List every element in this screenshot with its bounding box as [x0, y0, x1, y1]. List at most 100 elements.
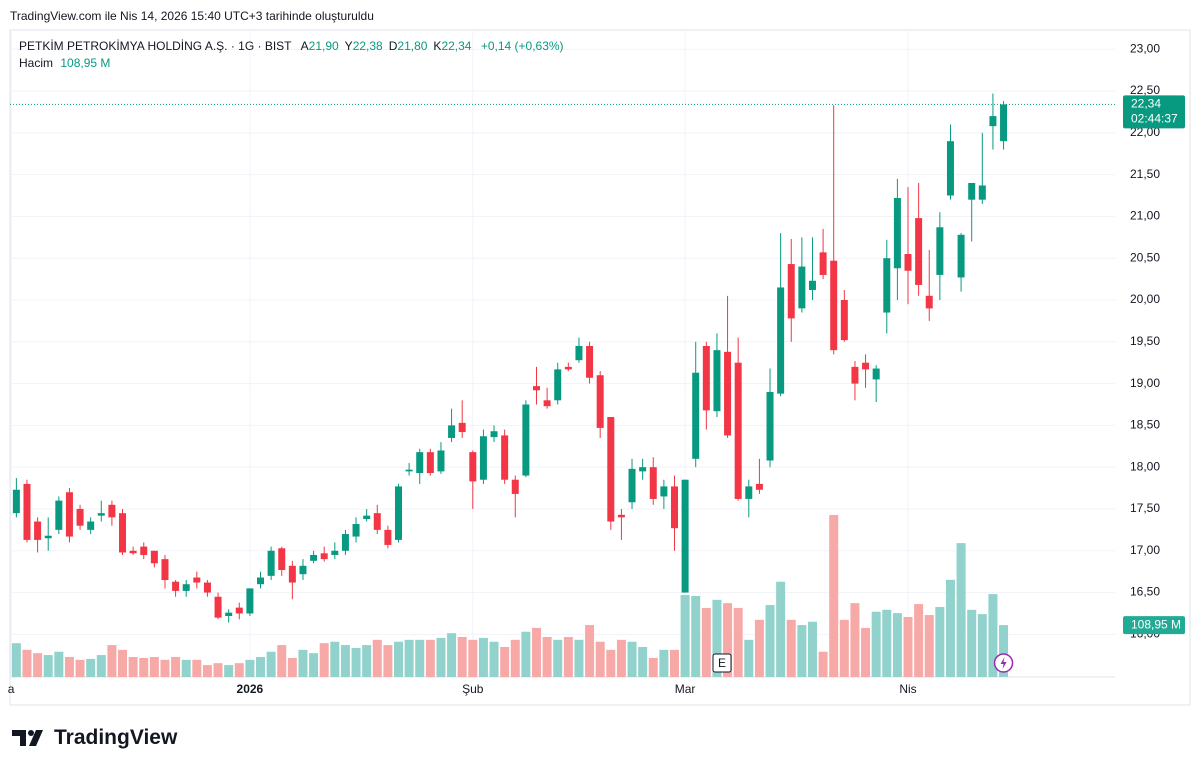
- candle-body: [55, 500, 63, 530]
- volume-bar: [553, 639, 563, 677]
- volume-bar: [298, 649, 308, 677]
- volume-bar: [86, 658, 96, 677]
- candle-body: [76, 508, 84, 526]
- volume-bar: [638, 646, 648, 677]
- volume-bar: [234, 663, 244, 677]
- ohlc-value: 22,34: [441, 39, 472, 53]
- candle-body: [479, 436, 487, 480]
- candle-body: [331, 550, 339, 555]
- volume-bar: [457, 636, 467, 677]
- candle-body: [458, 422, 466, 433]
- y-tick-label: 20,50: [1130, 250, 1160, 264]
- x-tick-label: 2026: [237, 682, 264, 696]
- candle-body: [787, 264, 795, 319]
- volume-bar: [776, 581, 786, 677]
- volume-bar: [988, 594, 998, 677]
- candle-body: [766, 391, 774, 461]
- candle-body: [872, 368, 880, 380]
- candle-body: [150, 550, 158, 564]
- volume-bar: [33, 653, 43, 677]
- y-tick-label: 17,50: [1130, 501, 1160, 515]
- candle-body: [532, 386, 540, 391]
- candle-body: [416, 452, 424, 474]
- candle-body: [639, 467, 647, 472]
- candle-body: [363, 515, 371, 520]
- grid: [10, 30, 1115, 677]
- candle-body: [278, 548, 286, 571]
- volume-bar: [340, 645, 350, 677]
- candle-body: [108, 504, 116, 518]
- y-tick-label: 17,00: [1130, 543, 1160, 557]
- candle-body: [140, 546, 148, 555]
- volume-bar: [171, 656, 181, 677]
- candle-body: [341, 534, 349, 551]
- volume-bar: [415, 639, 425, 677]
- volume-bar: [967, 609, 977, 677]
- volume-bar: [956, 543, 966, 677]
- volume-bar: [797, 625, 807, 677]
- volume-bar: [701, 607, 711, 677]
- volume-bar: [542, 636, 552, 677]
- y-tick-label: 21,50: [1130, 167, 1160, 181]
- ohlc-value: 21,90: [308, 39, 339, 53]
- volume-bar: [192, 659, 202, 677]
- volume-bar: [425, 639, 435, 677]
- y-tick-label: 18,00: [1130, 459, 1160, 473]
- volume-bar: [999, 625, 1009, 677]
- candle-body: [320, 553, 328, 560]
- candle-body: [681, 479, 689, 593]
- volume-bar: [319, 643, 329, 677]
- event-marker: E: [718, 656, 726, 670]
- ohlc-key: D: [388, 39, 398, 53]
- brand-name: TradingView: [54, 726, 178, 749]
- volume-bar: [245, 659, 255, 677]
- candle-body: [596, 375, 604, 428]
- candle-body: [257, 577, 265, 585]
- caption: TradingView.com ile Nis 14, 2026 15:40 U…: [10, 9, 374, 23]
- x-tick-label: Mar: [675, 682, 696, 696]
- volume-bar: [935, 606, 945, 677]
- last-price-label: 22,34: [1131, 97, 1161, 111]
- x-tick-label: a: [8, 682, 15, 696]
- volume-bar: [531, 627, 541, 677]
- volume-bar: [224, 665, 234, 677]
- candle-body: [23, 483, 31, 540]
- candle-body: [798, 266, 806, 309]
- candle-body: [426, 452, 434, 474]
- candle-body: [830, 260, 838, 351]
- volume-bar: [850, 603, 860, 677]
- candle-body: [978, 185, 986, 200]
- volume-bar: [96, 655, 106, 677]
- volume-bar: [383, 645, 393, 677]
- volume-bar: [107, 645, 117, 677]
- candle-body: [915, 218, 923, 285]
- candle-body: [373, 513, 381, 530]
- volume-bar: [691, 596, 701, 677]
- ohlc-key: K: [433, 39, 442, 53]
- volume-bar: [669, 649, 679, 677]
- candle-body: [161, 559, 169, 581]
- candle-body: [543, 400, 551, 407]
- candle-body: [702, 345, 710, 411]
- candle-body: [670, 486, 678, 529]
- candle-body: [617, 514, 625, 518]
- candle-body: [469, 452, 477, 482]
- volume-bar: [266, 651, 276, 677]
- y-tick-label: 23,00: [1130, 41, 1160, 55]
- volume-bar: [181, 659, 191, 677]
- candle-body: [745, 486, 753, 499]
- ohlc-key: A: [300, 39, 309, 53]
- candle-body: [904, 254, 912, 271]
- candle-body: [734, 362, 742, 499]
- volume-bar: [627, 641, 637, 677]
- legend: PETKİM PETROKİMYA HOLDİNG A.Ş. · 1G · BI…: [19, 38, 564, 72]
- y-tick-label: 19,00: [1130, 376, 1160, 390]
- candle-body: [203, 582, 211, 593]
- candle-body: [395, 486, 403, 540]
- volume-bar: [903, 616, 913, 677]
- candle-body: [819, 252, 827, 275]
- volume-bar: [75, 659, 85, 677]
- candle-body: [352, 524, 360, 537]
